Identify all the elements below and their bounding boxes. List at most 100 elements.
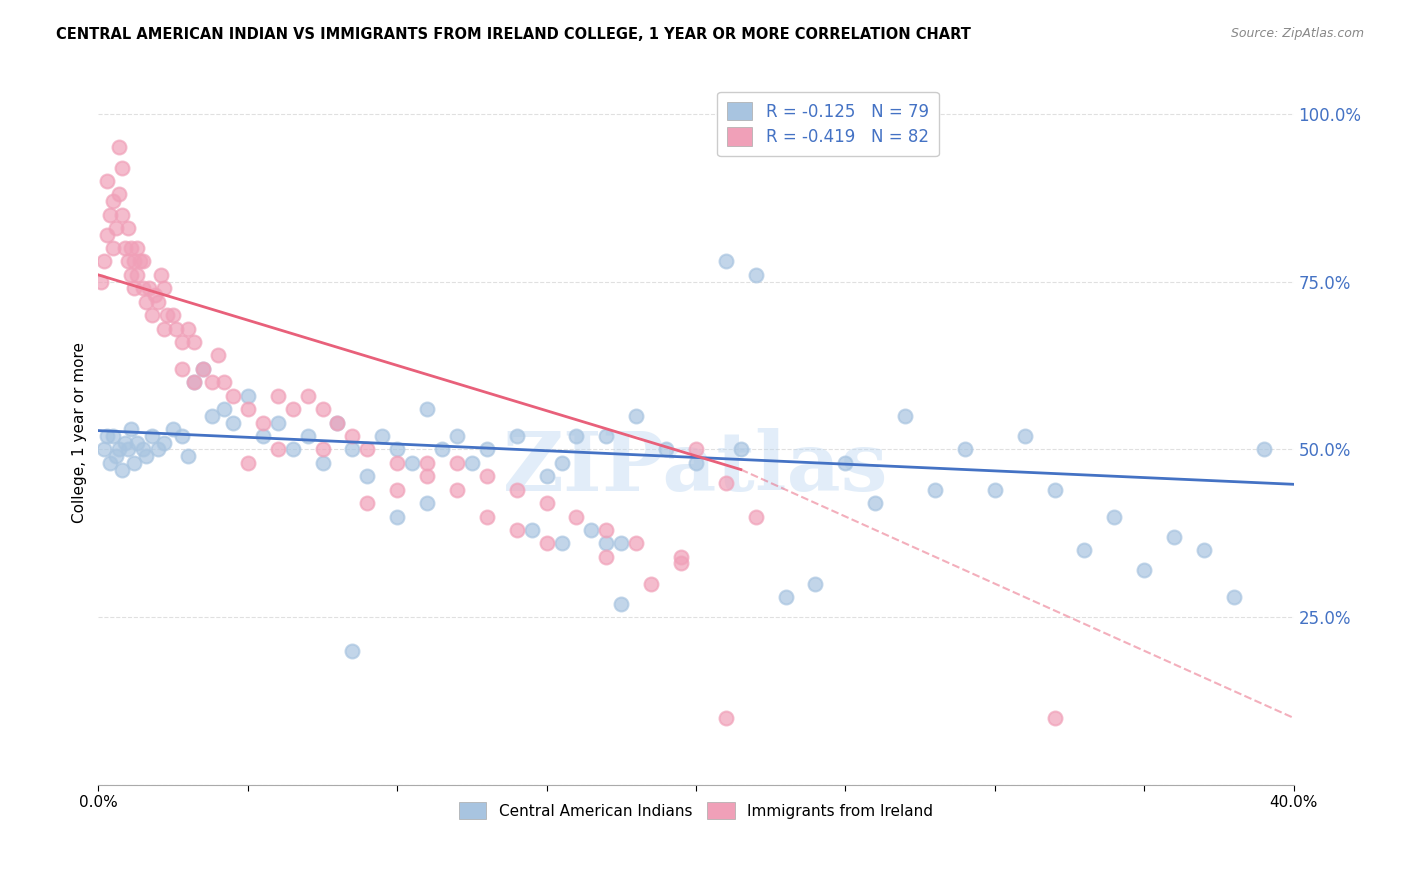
Point <box>132 281 155 295</box>
Point <box>536 496 558 510</box>
Point <box>111 207 134 221</box>
Point <box>385 509 409 524</box>
Point <box>267 389 290 403</box>
Point <box>90 275 112 289</box>
Point <box>156 308 179 322</box>
Point <box>446 456 468 470</box>
Point <box>183 334 205 349</box>
Point <box>111 161 134 175</box>
Point <box>281 442 304 457</box>
Point <box>1043 483 1066 497</box>
Point <box>565 509 588 524</box>
Point <box>311 456 333 470</box>
Point <box>342 644 364 658</box>
Point <box>150 268 173 282</box>
Point <box>669 557 692 571</box>
Point <box>461 456 484 470</box>
Point <box>595 523 617 537</box>
Point <box>117 221 139 235</box>
Y-axis label: College, 1 year or more: College, 1 year or more <box>72 343 87 523</box>
Point <box>401 456 423 470</box>
Point <box>356 442 378 457</box>
Point <box>135 449 157 463</box>
Point <box>153 281 176 295</box>
Point <box>108 187 131 202</box>
Point <box>297 429 319 443</box>
Point <box>96 174 118 188</box>
Point <box>108 442 131 457</box>
Point <box>212 402 235 417</box>
Point <box>775 590 797 604</box>
Point <box>610 597 633 611</box>
Point <box>117 254 139 268</box>
Point <box>565 429 588 443</box>
Point <box>1043 711 1066 725</box>
Point <box>236 389 259 403</box>
Point <box>536 536 558 550</box>
Point <box>172 429 194 443</box>
Point <box>222 416 245 430</box>
Point <box>610 536 633 550</box>
Point <box>669 549 692 564</box>
Point <box>685 442 707 457</box>
Point <box>148 294 170 309</box>
Point <box>311 402 333 417</box>
Point <box>267 442 290 457</box>
Point <box>1253 442 1275 457</box>
Point <box>1133 563 1156 577</box>
Point <box>201 409 224 423</box>
Point <box>105 449 128 463</box>
Point <box>252 416 274 430</box>
Point <box>416 402 439 417</box>
Point <box>714 254 737 268</box>
Point <box>834 456 856 470</box>
Point <box>385 456 409 470</box>
Point <box>236 456 259 470</box>
Point <box>865 496 887 510</box>
Point <box>108 140 131 154</box>
Point <box>595 549 617 564</box>
Point <box>162 422 184 436</box>
Point <box>475 469 498 483</box>
Point <box>103 429 125 443</box>
Point <box>183 376 205 390</box>
Point <box>143 288 166 302</box>
Point <box>103 241 125 255</box>
Point <box>1014 429 1036 443</box>
Point <box>153 435 176 450</box>
Point <box>120 268 142 282</box>
Point <box>135 294 157 309</box>
Point <box>96 429 118 443</box>
Point <box>172 362 194 376</box>
Point <box>506 523 529 537</box>
Point <box>730 442 752 457</box>
Point <box>626 536 648 550</box>
Point <box>626 409 648 423</box>
Point <box>222 389 245 403</box>
Point <box>446 483 468 497</box>
Point <box>138 281 160 295</box>
Point <box>111 462 134 476</box>
Point <box>1192 543 1215 558</box>
Point <box>153 321 176 335</box>
Point <box>183 376 205 390</box>
Point <box>114 241 136 255</box>
Point <box>714 475 737 490</box>
Point <box>581 523 603 537</box>
Point <box>252 429 274 443</box>
Point <box>1073 543 1095 558</box>
Point <box>1104 509 1126 524</box>
Text: ZIPatlas: ZIPatlas <box>503 428 889 508</box>
Point <box>93 254 115 268</box>
Point <box>120 422 142 436</box>
Point <box>127 268 149 282</box>
Point <box>984 483 1007 497</box>
Point <box>311 442 333 457</box>
Point <box>953 442 976 457</box>
Legend: Central American Indians, Immigrants from Ireland: Central American Indians, Immigrants fro… <box>451 795 941 827</box>
Point <box>207 348 229 362</box>
Point <box>148 442 170 457</box>
Point <box>446 429 468 443</box>
Point <box>475 509 498 524</box>
Point <box>550 536 572 550</box>
